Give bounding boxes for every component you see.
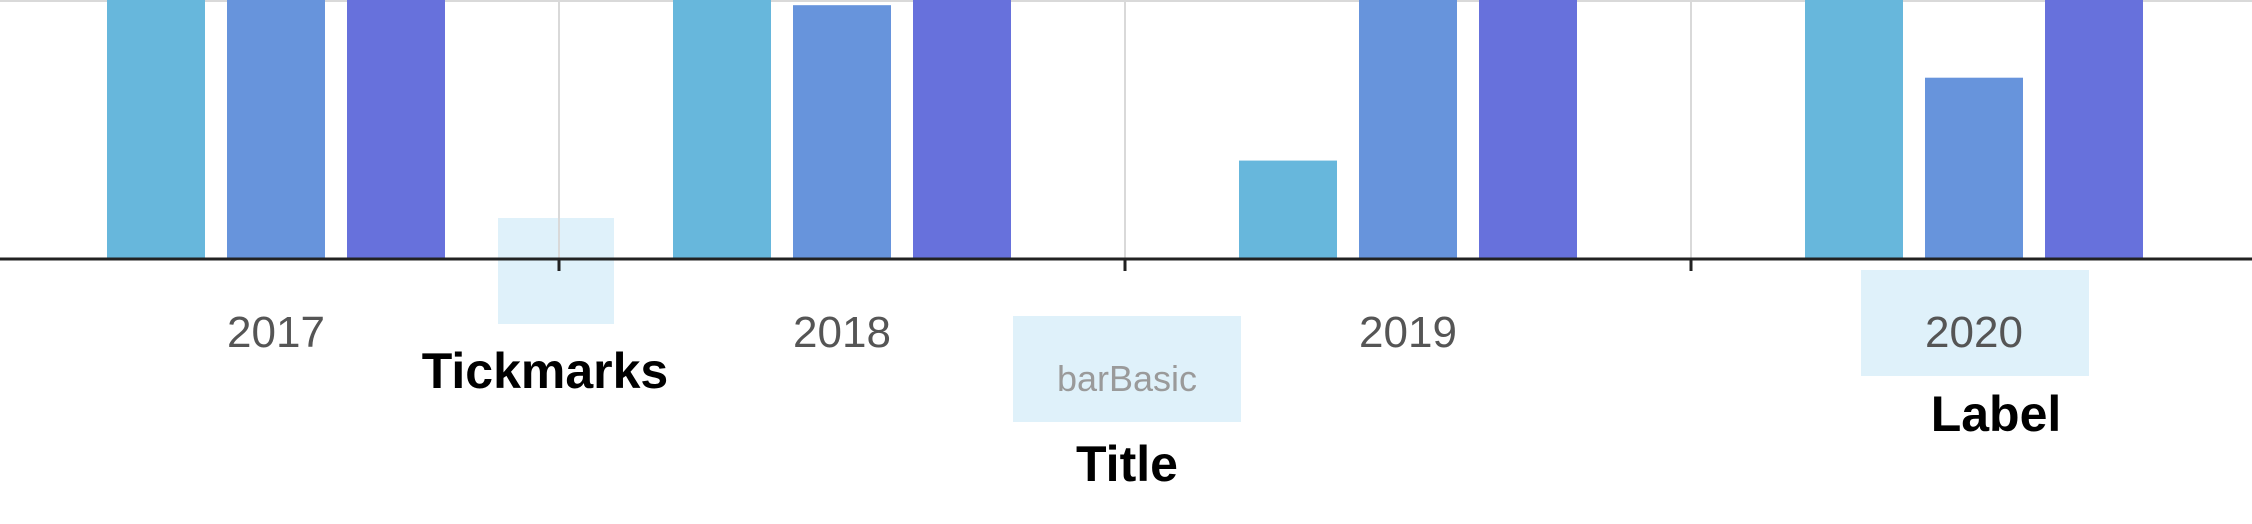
tick-label: 2018 xyxy=(793,308,891,357)
tick-labels: 2017 2018 2019 2020 xyxy=(227,308,2023,357)
bar xyxy=(673,0,771,259)
bar xyxy=(1805,0,1903,259)
gridlines xyxy=(558,0,1692,259)
bar xyxy=(1479,0,1577,259)
bar xyxy=(1359,0,1457,259)
bar xyxy=(1239,160,1337,259)
bars xyxy=(107,0,2143,260)
tickmark-highlight-box xyxy=(498,218,614,324)
tick-label: 2019 xyxy=(1359,308,1457,357)
bar xyxy=(227,0,325,259)
tick-label: 2020 xyxy=(1925,308,2023,357)
bar xyxy=(107,0,205,259)
callout-title: Title xyxy=(1076,436,1178,492)
bar xyxy=(1925,77,2023,259)
axis-title: barBasic xyxy=(1057,358,1197,399)
label-highlight-box xyxy=(1861,270,2089,376)
bar xyxy=(793,5,891,260)
bar xyxy=(347,0,445,259)
bar xyxy=(2045,0,2143,259)
callout-label: Label xyxy=(1931,386,2062,442)
title-highlight-box xyxy=(1013,316,1241,422)
tick-label: 2017 xyxy=(227,308,325,357)
bar xyxy=(913,0,1011,259)
tickmarks xyxy=(557,259,1693,271)
callout-tickmarks: Tickmarks xyxy=(422,343,668,399)
